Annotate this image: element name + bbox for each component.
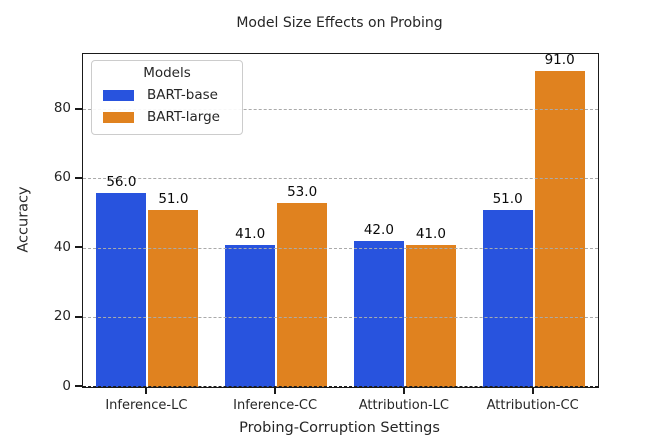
bar-value-label: 51.0 xyxy=(492,191,523,208)
bar-value-label: 53.0 xyxy=(287,184,318,201)
bar-BART-base-Attribution-LC xyxy=(353,241,404,387)
y-tick-80 xyxy=(75,107,82,110)
y-tick-label-0: 0 xyxy=(62,377,71,394)
bar-BART-large-Inference-LC xyxy=(148,210,199,387)
legend-item-label: BART-large xyxy=(147,109,220,125)
y-tick-label-40: 40 xyxy=(53,238,71,255)
bar-BART-base-Inference-LC xyxy=(96,192,147,387)
bar-value-label: 41.0 xyxy=(415,225,446,242)
legend-title: Models xyxy=(143,65,191,81)
bar-BART-large-Inference-CC xyxy=(277,203,328,387)
bar-BART-large-Attribution-CC xyxy=(534,71,585,387)
y-tick-label-60: 60 xyxy=(53,169,71,186)
gridline-0 xyxy=(83,386,598,387)
x-axis-label: Probing-Corruption Settings xyxy=(239,420,440,436)
bar-value-label: 42.0 xyxy=(363,222,394,239)
bar-value-label: 56.0 xyxy=(106,173,137,190)
y-tick-40 xyxy=(75,246,82,249)
legend-item-BART-base: BART-base xyxy=(92,84,242,106)
y-tick-label-20: 20 xyxy=(53,308,71,325)
y-tick-0 xyxy=(75,385,82,387)
bar-value-label: 51.0 xyxy=(158,191,189,208)
x-tick-label-Attribution-LC: Attribution-LC xyxy=(358,398,449,413)
bar-BART-large-Attribution-LC xyxy=(405,244,456,387)
x-tick-Attribution-LC xyxy=(402,388,405,394)
gridline-20 xyxy=(83,316,598,318)
gridline-60 xyxy=(83,178,598,180)
bar-value-label: 91.0 xyxy=(544,52,575,69)
legend-swatch-BART-large xyxy=(103,111,134,123)
x-tick-label-Attribution-CC: Attribution-CC xyxy=(486,398,579,413)
gridline-40 xyxy=(83,247,598,249)
x-tick-label-Inference-CC: Inference-CC xyxy=(233,398,318,413)
legend-item-BART-large: BART-large xyxy=(92,106,242,128)
x-tick-label-Inference-LC: Inference-LC xyxy=(105,398,188,413)
legend: Models BART-base BART-large xyxy=(91,60,243,135)
chart-title: Model Size Effects on Probing xyxy=(236,15,443,31)
legend-swatch-BART-base xyxy=(103,89,134,101)
x-tick-Attribution-CC xyxy=(531,388,534,394)
legend-item-label: BART-base xyxy=(147,87,218,103)
y-axis-label: Accuracy xyxy=(15,186,32,253)
x-tick-Inference-CC xyxy=(274,388,277,394)
bar-BART-base-Attribution-CC xyxy=(482,210,533,387)
plot-area: 56.0 51.0 41.0 53.0 42.0 41.0 51.0 91.0 xyxy=(82,52,599,388)
y-tick-label-80: 80 xyxy=(53,100,71,116)
bar-BART-base-Inference-CC xyxy=(225,244,276,387)
y-tick-60 xyxy=(75,176,82,179)
gridline-80 xyxy=(83,108,598,110)
y-tick-20 xyxy=(75,315,82,318)
bar-value-label: 41.0 xyxy=(235,225,266,242)
x-tick-Inference-LC xyxy=(145,388,148,394)
